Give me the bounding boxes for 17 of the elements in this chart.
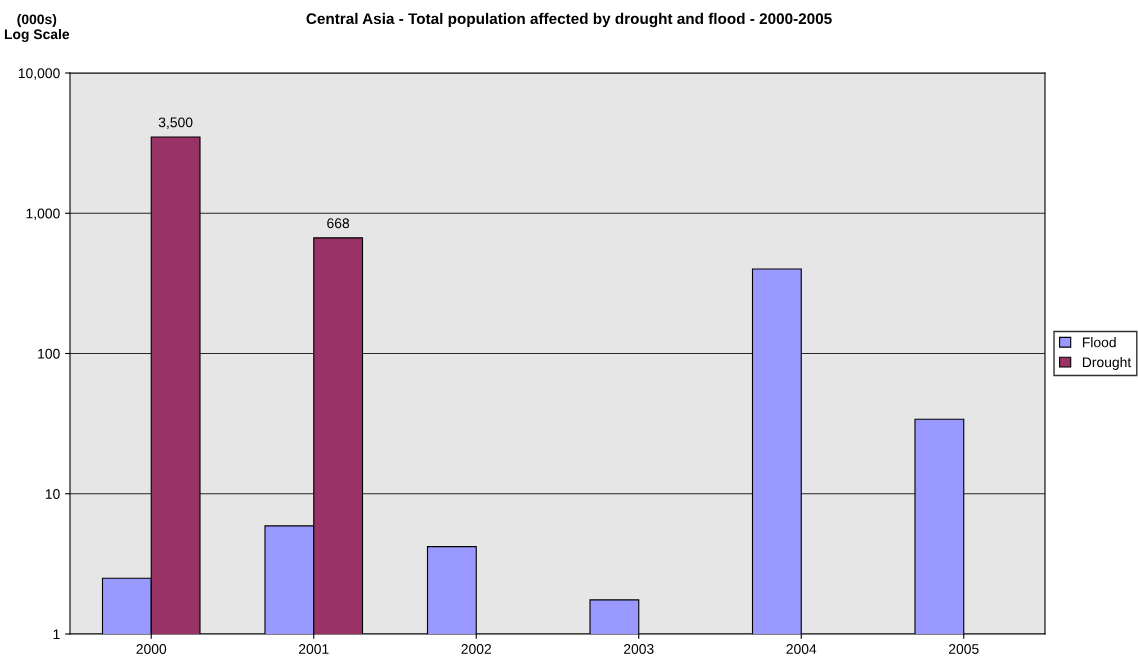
data-label: 668 [327,218,350,229]
legend-label: Drought [1082,356,1132,370]
y-tick-label: 100 [38,348,60,359]
chart-title: Central Asia - Total population affected by drought and flood - 2000-2005 [306,12,832,28]
y-tick-label: 10,000 [18,68,60,80]
x-tick-label: 2002 [461,644,491,654]
x-tick-label: 2005 [949,644,979,654]
y-axis-title: (000s) Log Scale [4,14,70,42]
y-tick-label: 1 [53,629,60,640]
y-tick-label: 10 [45,489,60,499]
y-tick-label: 1,000 [26,208,60,221]
data-label: 3,500 [158,117,193,129]
x-tick-label: 2003 [624,644,654,654]
legend-label: Flood [1082,337,1116,348]
x-tick-label: 2001 [299,644,329,654]
x-tick-label: 2004 [786,644,817,654]
x-tick-label: 2000 [136,644,167,654]
